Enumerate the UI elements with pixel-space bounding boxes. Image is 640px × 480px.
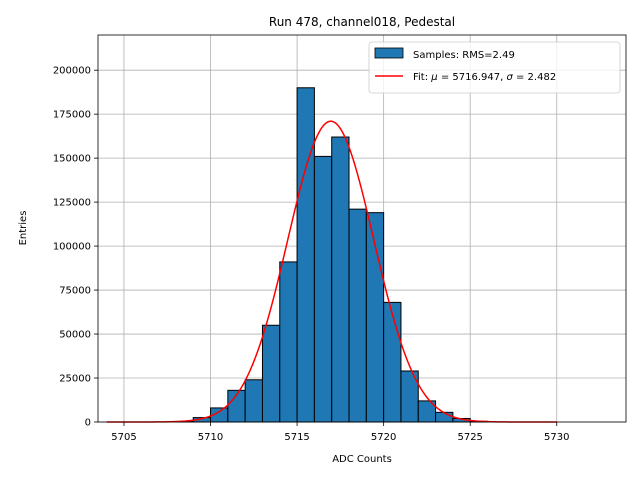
chart-title: Run 478, channel018, Pedestal	[269, 15, 455, 29]
x-tick-label: 5710	[198, 432, 223, 443]
plot-frame	[97, 34, 627, 423]
legend-box	[368, 41, 621, 94]
legend: Samples: RMS=2.49 Fit: μ = 5716.947, σ =…	[368, 41, 621, 94]
histogram-bar	[383, 301, 402, 423]
y-tick-label: 125000	[53, 198, 91, 209]
histogram-bar	[261, 324, 281, 423]
y-tick-label: 200000	[53, 66, 91, 77]
y-tick-label: 25000	[59, 374, 91, 385]
y-tick-label: 100000	[53, 242, 91, 253]
y-axis-title: Entries	[18, 211, 29, 246]
x-axis-ticks: 5705 5710 5715 5720 5725 5730	[111, 422, 569, 443]
x-tick-label: 5705	[111, 432, 136, 443]
legend-label-fit: Fit: μ = 5716.947, σ = 2.482	[413, 72, 556, 83]
histogram-bar	[296, 87, 315, 423]
legend-label-samples: Samples: RMS=2.49	[413, 50, 515, 61]
histogram-bar	[313, 155, 333, 423]
y-tick-label: 175000	[53, 110, 91, 121]
histogram-bar	[279, 261, 298, 423]
y-tick-label: 150000	[53, 154, 91, 165]
x-axis-title: ADC Counts	[332, 454, 392, 465]
histogram-bar	[331, 136, 350, 423]
x-tick-label: 5715	[284, 432, 309, 443]
x-tick-label: 5725	[457, 432, 482, 443]
histogram-bar	[348, 208, 367, 423]
x-tick-label: 5720	[371, 432, 396, 443]
x-tick-label: 5730	[544, 432, 569, 443]
fit-curve	[106, 120, 557, 423]
histogram-bar	[244, 379, 263, 423]
y-axis-ticks: 0 25000 50000 75000 100000 125000 150000 175000…	[53, 66, 98, 429]
y-tick-label: 0	[85, 418, 91, 429]
legend-swatch-samples	[374, 47, 404, 59]
histogram-bar	[435, 411, 454, 423]
y-tick-label: 75000	[59, 286, 91, 297]
y-tick-label: 50000	[59, 330, 91, 341]
